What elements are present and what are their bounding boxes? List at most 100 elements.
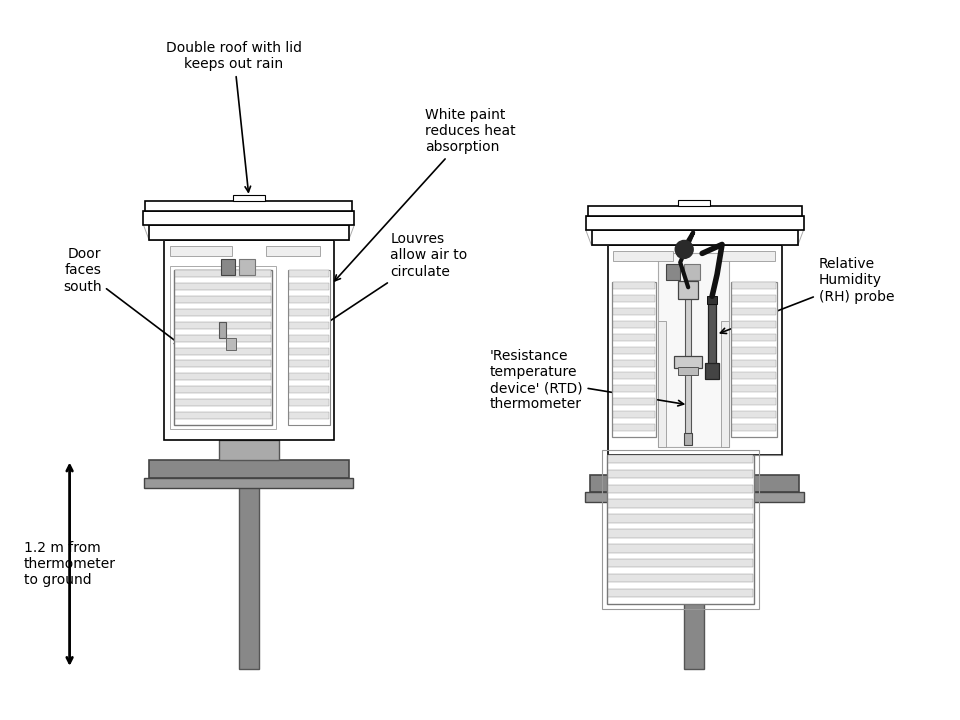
Bar bbox=[678, 199, 710, 206]
Bar bbox=[289, 322, 328, 329]
Bar bbox=[664, 454, 724, 474]
Bar bbox=[732, 411, 776, 418]
Bar bbox=[174, 270, 272, 425]
Bar bbox=[613, 424, 656, 431]
Bar bbox=[608, 529, 753, 538]
Bar bbox=[708, 305, 716, 365]
Bar bbox=[289, 270, 328, 277]
Bar bbox=[239, 430, 259, 669]
Bar bbox=[602, 450, 759, 609]
Text: Double roof with lid
keeps out rain: Double roof with lid keeps out rain bbox=[166, 41, 302, 192]
Text: 'Resistance
temperature
device' (RTD)
thermometer: 'Resistance temperature device' (RTD) th… bbox=[490, 348, 684, 411]
Bar bbox=[613, 359, 656, 366]
Bar bbox=[608, 469, 753, 478]
Bar bbox=[608, 485, 753, 492]
Bar bbox=[732, 295, 776, 302]
Bar bbox=[684, 445, 704, 669]
Bar bbox=[221, 259, 235, 275]
Bar bbox=[289, 399, 328, 406]
Bar bbox=[659, 321, 666, 446]
Bar bbox=[289, 335, 328, 342]
Bar bbox=[613, 346, 656, 354]
Text: White paint
reduces heat
absorption: White paint reduces heat absorption bbox=[335, 108, 516, 281]
Circle shape bbox=[675, 240, 693, 258]
Bar bbox=[613, 295, 656, 302]
Text: Relative
Humidity
(RH) probe: Relative Humidity (RH) probe bbox=[720, 257, 894, 333]
Bar bbox=[175, 361, 271, 367]
Bar bbox=[708, 296, 717, 305]
Bar bbox=[678, 367, 698, 375]
Bar bbox=[608, 246, 781, 454]
Bar bbox=[608, 514, 753, 523]
Bar bbox=[732, 321, 776, 328]
Bar bbox=[175, 309, 271, 316]
Bar bbox=[589, 474, 799, 492]
Bar bbox=[289, 283, 328, 290]
Bar bbox=[239, 259, 254, 275]
Bar bbox=[175, 270, 271, 277]
Bar bbox=[612, 282, 657, 437]
Bar bbox=[289, 309, 328, 316]
Bar bbox=[289, 296, 328, 303]
Bar bbox=[175, 322, 271, 329]
Bar bbox=[175, 399, 271, 406]
Bar bbox=[613, 398, 656, 405]
Bar bbox=[150, 459, 348, 477]
Bar bbox=[608, 559, 753, 567]
Bar bbox=[164, 240, 333, 440]
Bar bbox=[608, 500, 753, 508]
Bar bbox=[144, 477, 353, 487]
Bar bbox=[684, 264, 700, 280]
Bar bbox=[175, 373, 271, 380]
Bar bbox=[226, 338, 236, 350]
Bar bbox=[289, 386, 328, 393]
Bar bbox=[732, 346, 776, 354]
Bar bbox=[588, 206, 802, 215]
Bar bbox=[613, 251, 673, 261]
Bar bbox=[175, 296, 271, 303]
Bar bbox=[266, 246, 320, 256]
Bar bbox=[613, 308, 656, 315]
Bar bbox=[591, 230, 798, 246]
Bar bbox=[732, 424, 776, 431]
Bar bbox=[288, 270, 329, 425]
Bar bbox=[659, 253, 729, 446]
Text: 1.2 m from
thermometer
to ground: 1.2 m from thermometer to ground bbox=[24, 541, 116, 588]
Bar bbox=[143, 210, 354, 225]
Bar bbox=[233, 194, 265, 201]
Bar bbox=[586, 215, 804, 230]
Bar bbox=[289, 412, 328, 419]
Bar bbox=[608, 544, 753, 552]
Bar bbox=[684, 433, 692, 445]
Bar bbox=[613, 321, 656, 328]
Bar bbox=[732, 385, 776, 392]
Bar bbox=[732, 359, 776, 366]
Bar bbox=[613, 372, 656, 379]
Bar bbox=[613, 385, 656, 392]
Bar bbox=[731, 282, 777, 437]
Bar bbox=[150, 225, 348, 240]
Bar bbox=[289, 348, 328, 355]
Bar bbox=[175, 348, 271, 355]
Bar bbox=[678, 282, 698, 300]
Bar bbox=[175, 335, 271, 342]
Bar bbox=[721, 321, 729, 446]
Bar bbox=[145, 201, 352, 210]
Bar bbox=[585, 492, 804, 503]
Bar bbox=[685, 287, 691, 435]
Bar bbox=[170, 246, 232, 256]
Bar bbox=[175, 412, 271, 419]
Bar bbox=[732, 282, 776, 289]
Bar bbox=[289, 373, 328, 380]
Bar bbox=[175, 283, 271, 290]
Bar bbox=[732, 398, 776, 405]
Bar bbox=[289, 361, 328, 367]
Bar bbox=[608, 454, 753, 463]
Bar bbox=[613, 282, 656, 289]
Bar bbox=[170, 266, 276, 428]
Bar bbox=[608, 589, 753, 598]
Bar bbox=[732, 372, 776, 379]
Bar bbox=[666, 264, 681, 280]
Bar bbox=[613, 334, 656, 341]
Bar bbox=[613, 411, 656, 418]
